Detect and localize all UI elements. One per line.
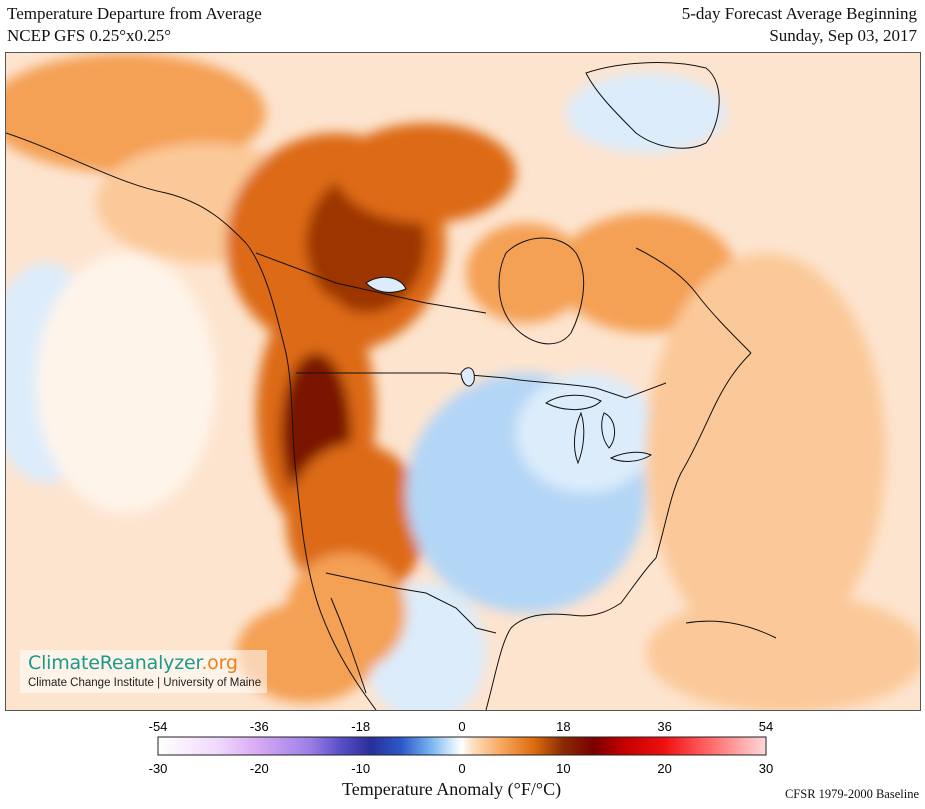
colorbar-svg: -54 -36 -18 0 18 36 54 -30 -20 -10 0 10 20 30 [149, 719, 774, 776]
labrador-coastline [635, 247, 752, 354]
celsius-tick-label: -10 [351, 761, 370, 776]
model-name: NCEP GFS 0.25°x0.25° [7, 26, 172, 45]
celsius-ticks: -30 -20 -10 0 10 20 30 [149, 761, 774, 776]
forecast-block: 5-day Forecast Average Beginning Sunday,… [682, 3, 917, 47]
lake-huron [601, 412, 616, 449]
canada-us-border [255, 252, 487, 314]
forecast-date: Sunday, Sep 03, 2017 [769, 26, 917, 45]
pacific-neutral-patch [36, 253, 216, 513]
fahrenheit-tick-label: -54 [149, 719, 168, 734]
us-mexico-border [325, 572, 497, 634]
fahrenheit-tick-label: 36 [657, 719, 671, 734]
coastlines-and-borders [6, 62, 777, 710]
pacific-coastline [6, 132, 377, 710]
arctic-warm-patch [6, 53, 266, 173]
hudson-bay-outline [498, 237, 585, 345]
lake-michigan [573, 411, 585, 465]
gulf-coastline [485, 557, 657, 710]
caribbean-warm [646, 593, 920, 710]
celsius-tick-label: 10 [556, 761, 570, 776]
fahrenheit-tick-label: 0 [458, 719, 465, 734]
fahrenheit-tick-label: 18 [556, 719, 570, 734]
logo-wordmark: ClimateReanalyzer.org [28, 652, 261, 674]
baseline-label: CFSR 1979-2000 Baseline [784, 787, 919, 801]
anomaly-field [6, 53, 920, 710]
baja-peninsula [330, 597, 367, 694]
lake-superior [545, 394, 602, 410]
colorbar-legend: -54 -36 -18 0 18 36 54 -30 -20 -10 0 10 20 30 [149, 718, 774, 778]
celsius-tick-label: 20 [657, 761, 671, 776]
celsius-tick-label: 30 [759, 761, 773, 776]
great-lakes-cool [516, 373, 656, 493]
climate-reanalyzer-logo[interactable]: ClimateReanalyzer.org Climate Change Ins… [20, 650, 268, 693]
chart-title: Temperature Departure from Average [7, 4, 262, 23]
great-lakes [365, 276, 653, 465]
greenland-cool [566, 73, 726, 153]
fahrenheit-tick-label: -36 [250, 719, 269, 734]
fahrenheit-ticks: -54 -36 -18 0 18 36 54 [149, 719, 774, 734]
arctic-archipelago-warm [336, 123, 516, 223]
greenland-coast [585, 62, 720, 149]
anomaly-map[interactable] [5, 52, 921, 711]
great-bear-lake [365, 276, 407, 293]
title-block: Temperature Departure from Average NCEP … [7, 3, 262, 47]
celsius-tick-label: -20 [250, 761, 269, 776]
logo-name: ClimateReanalyzer [28, 652, 202, 674]
atlantic-warm [646, 253, 886, 653]
us-canada-49th [296, 372, 667, 399]
logo-subtitle: Climate Change Institute | University of… [28, 677, 262, 689]
celsius-tick-label: -30 [149, 761, 168, 776]
fahrenheit-tick-label: 54 [759, 719, 773, 734]
map-canvas [6, 53, 920, 710]
fahrenheit-tick-label: -18 [351, 719, 370, 734]
cuba-coast [685, 620, 777, 639]
lake-winnipeg [460, 367, 475, 387]
celsius-tick-label: 0 [458, 761, 465, 776]
colorbar-title: Temperature Anomaly (°F/°C) [342, 779, 562, 799]
atlantic-coastline [655, 352, 752, 559]
baja-warm [236, 603, 376, 703]
forecast-label: 5-day Forecast Average Beginning [681, 4, 917, 23]
logo-domain: .org [201, 652, 238, 674]
lake-erie [609, 451, 653, 462]
colorbar-gradient [157, 736, 767, 756]
hudson-bay-warm [466, 223, 586, 323]
